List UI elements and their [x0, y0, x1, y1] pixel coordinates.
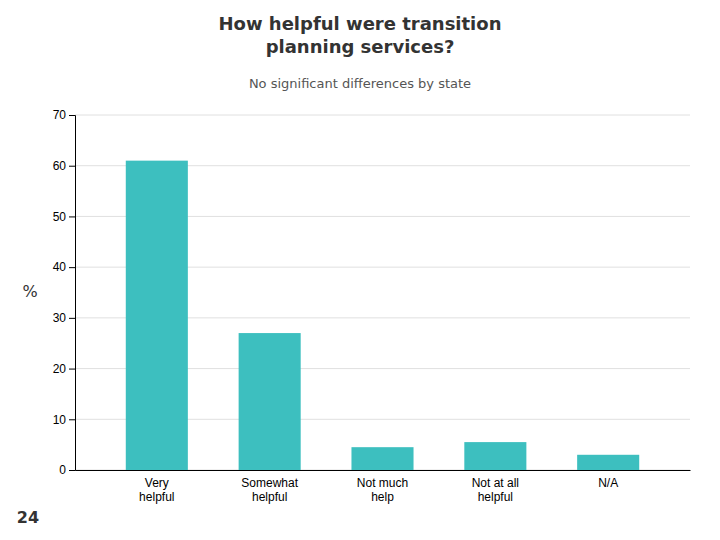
- x-tick: Veryhelpful: [139, 476, 174, 504]
- bar: [464, 442, 526, 470]
- x-tick-label-line: Very: [145, 476, 169, 490]
- x-tick-label: Not at allhelpful: [472, 476, 519, 504]
- subtitle: No significant differences by state: [249, 76, 471, 91]
- x-tick-label-line: Not at all: [472, 476, 519, 490]
- y-tick-label: 0: [59, 463, 66, 477]
- grid-line: [75, 115, 690, 116]
- y-tick: 50: [53, 210, 75, 224]
- x-tick: Somewhathelpful: [241, 476, 298, 504]
- x-tick-label-line: help: [371, 490, 394, 504]
- y-tick: 60: [53, 159, 75, 173]
- y-tick: 70: [53, 108, 75, 122]
- y-tick: 0: [59, 463, 75, 477]
- bar: [126, 161, 188, 470]
- x-tick-label: Veryhelpful: [139, 476, 174, 504]
- y-tick-mark: [69, 216, 75, 217]
- x-tick: Not at allhelpful: [472, 476, 519, 504]
- title-line: planning services?: [266, 36, 455, 57]
- y-tick: 20: [53, 362, 75, 376]
- y-tick-label: 10: [53, 413, 67, 427]
- x-tick-label: Somewhathelpful: [241, 476, 298, 504]
- bar: [351, 447, 413, 470]
- y-tick: 10: [53, 413, 75, 427]
- y-axis-title: %: [22, 282, 37, 301]
- plot-area: 010203040506070VeryhelpfulSomewhathelpfu…: [53, 108, 691, 504]
- y-tick-label: 30: [53, 311, 67, 325]
- y-tick-mark: [69, 369, 75, 370]
- y-tick-label: 40: [53, 260, 67, 274]
- y-axis: 0 10 20 30 40 50 60 70: [53, 108, 76, 477]
- x-tick-label-line: Somewhat: [241, 476, 298, 490]
- bar: [239, 333, 301, 470]
- chart: How helpful were transitionplanning serv…: [0, 0, 720, 540]
- title-line: How helpful were transition: [219, 13, 502, 34]
- x-tick-label-line: Not much: [357, 476, 408, 490]
- bar: [577, 455, 639, 470]
- x-tick-label: N/A: [598, 476, 618, 490]
- y-tick-mark: [69, 318, 75, 319]
- y-tick-mark: [69, 470, 75, 471]
- y-tick-mark: [69, 166, 75, 167]
- grid: [75, 115, 690, 470]
- title: How helpful were transitionplanning serv…: [219, 13, 502, 57]
- chart-container: How helpful were transitionplanning serv…: [0, 0, 720, 540]
- annotation: 24: [17, 508, 39, 527]
- y-tick-label: 60: [53, 159, 67, 173]
- x-tick-label: Not muchhelp: [357, 476, 408, 504]
- x-axis: VeryhelpfulSomewhathelpfulNot muchhelpNo…: [76, 471, 691, 504]
- x-tick: N/A: [598, 476, 618, 490]
- y-tick-mark: [69, 419, 75, 420]
- x-tick: Not muchhelp: [357, 476, 408, 504]
- y-tick-mark: [69, 267, 75, 268]
- y-tick-label: 50: [53, 210, 67, 224]
- x-tick-label-line: N/A: [598, 476, 618, 490]
- y-tick-mark: [69, 115, 75, 116]
- bars: [126, 161, 639, 470]
- y-axis-line: [69, 116, 76, 471]
- y-tick-label: 70: [53, 108, 67, 122]
- y-tick: 40: [53, 260, 75, 274]
- x-tick-label-line: helpful: [478, 490, 513, 504]
- y-tick: 30: [53, 311, 75, 325]
- y-tick-label: 20: [53, 362, 67, 376]
- x-tick-label-line: helpful: [252, 490, 287, 504]
- x-axis-line: [76, 470, 691, 471]
- x-tick-label-line: helpful: [139, 490, 174, 504]
